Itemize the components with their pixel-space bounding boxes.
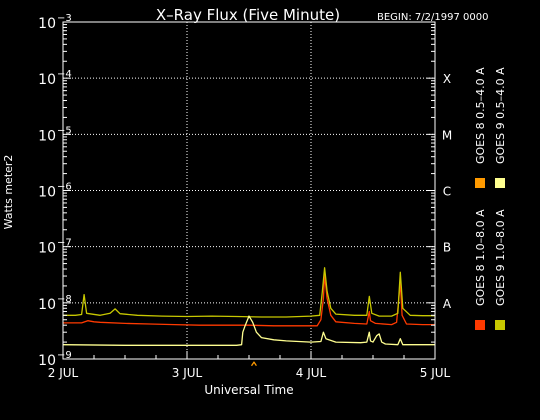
y-tick-label: 10 [38, 185, 56, 201]
flare-class-label: A [443, 297, 452, 311]
series-layer [62, 267, 435, 367]
begin-date-label: BEGIN: 7/2/1997 0000 [377, 12, 488, 23]
legend-swatch [495, 178, 505, 188]
x-tick-label: 4 JUL [296, 366, 327, 380]
y-tick-exponent: −6 [57, 182, 72, 193]
series-line [63, 267, 435, 318]
y-tick-exponent: −7 [57, 238, 72, 249]
legend-swatch [475, 320, 485, 330]
y-tick-exponent: −8 [57, 294, 72, 305]
grid-layer [63, 22, 435, 359]
y-tick-exponent: −4 [57, 69, 72, 80]
flare-class-label: B [443, 241, 451, 255]
legend: GOES 8 1.0–8.0 A GOES 8 0.5–4.0 A GOES 9 1… [474, 67, 507, 330]
x-tick-label: 5 JUL [420, 366, 451, 380]
y-tick-label: 10 [38, 72, 56, 88]
flare-class-label: X [443, 72, 451, 86]
series-line [62, 315, 435, 346]
series-line [63, 273, 435, 327]
flare-class-label: C [443, 185, 451, 199]
legend-label: GOES 9 0.5–4.0 A [494, 67, 507, 164]
y-tick-exponent: −9 [57, 350, 72, 361]
y-tick-label: 10 [38, 128, 56, 144]
y-axis-label: Watts meter2 [2, 155, 15, 230]
y-tick-label: 10 [38, 353, 56, 369]
y-tick-label: 10 [38, 16, 56, 32]
legend-swatch [475, 178, 485, 188]
y-tick-exponent: −5 [57, 125, 72, 136]
y-tick-label: 10 [38, 297, 56, 313]
flare-class-label: M [442, 128, 452, 142]
legend-label: GOES 8 1.0–8.0 A [474, 209, 487, 306]
legend-swatch [495, 320, 505, 330]
chart-title: X–Ray Flux (Five Minute) [156, 6, 340, 24]
series-line [250, 361, 257, 367]
x-tick-label: 2 JUL [48, 366, 79, 380]
x-axis-label: Universal Time [204, 383, 293, 397]
legend-label: GOES 8 0.5–4.0 A [474, 67, 487, 164]
legend-label: GOES 9 1.0–8.0 A [494, 209, 507, 306]
y-tick-exponent: −3 [57, 13, 72, 24]
x-tick-label: 3 JUL [172, 366, 203, 380]
y-tick-label: 10 [38, 241, 56, 257]
